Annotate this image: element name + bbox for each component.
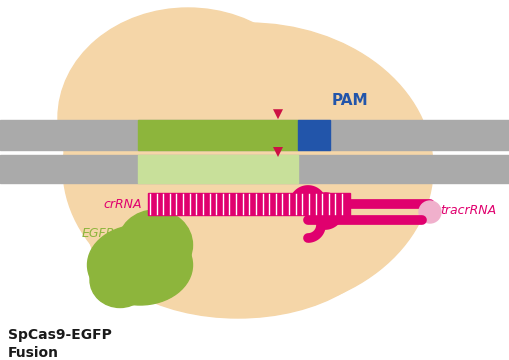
- Bar: [148, 193, 349, 215]
- Bar: [138, 120, 297, 150]
- Bar: [138, 155, 297, 183]
- Text: tracrRNA: tracrRNA: [439, 203, 495, 216]
- Bar: [0, 155, 509, 183]
- Ellipse shape: [88, 138, 387, 318]
- Ellipse shape: [418, 201, 440, 223]
- Ellipse shape: [117, 210, 192, 280]
- Bar: [0, 120, 509, 150]
- Text: Fusion: Fusion: [8, 346, 59, 360]
- Ellipse shape: [90, 252, 150, 307]
- Ellipse shape: [63, 23, 432, 313]
- Bar: [297, 120, 329, 150]
- Text: crRNA: crRNA: [103, 198, 142, 211]
- Text: EGFP: EGFP: [82, 227, 114, 240]
- Text: SpCas9-EGFP: SpCas9-EGFP: [8, 328, 111, 342]
- Ellipse shape: [58, 8, 318, 228]
- Ellipse shape: [88, 225, 192, 305]
- Text: PAM: PAM: [331, 93, 368, 108]
